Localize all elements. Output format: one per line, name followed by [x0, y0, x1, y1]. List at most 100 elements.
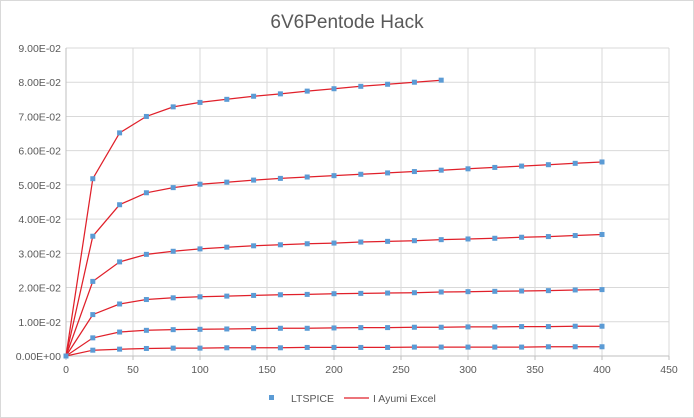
ltspice-point [599, 232, 605, 238]
ltspice-point [519, 324, 525, 330]
ltspice-point [492, 344, 498, 350]
y-tick-label: 5.00E-02 [18, 180, 61, 192]
x-tick-label: 150 [258, 364, 276, 376]
ltspice-point [143, 113, 149, 119]
ltspice-point [411, 324, 417, 330]
ltspice-point [599, 344, 605, 350]
ltspice-point [358, 325, 364, 331]
ltspice-point [572, 233, 578, 239]
ltspice-point [304, 88, 310, 94]
axes: 0.00E+00 1.00E-02 2.00E-02 3.00E-02 4.00E-02… [16, 43, 678, 376]
series-ltspice [63, 77, 605, 359]
ltspice-point [438, 77, 444, 83]
ltspice-point [438, 237, 444, 243]
ltspice-point [143, 327, 149, 333]
ltspice-point [197, 294, 203, 300]
y-tick-label: 0.00E+00 [16, 351, 61, 363]
legend: LTSPICE I Ayumi Excel [269, 393, 436, 405]
x-tick-label: 250 [392, 364, 410, 376]
ltspice-point [545, 162, 551, 168]
ltspice-point [411, 79, 417, 85]
x-tick-label: 100 [191, 364, 209, 376]
ltspice-point [277, 292, 283, 298]
ltspice-point [331, 173, 337, 179]
ltspice-point [545, 344, 551, 350]
ltspice-point [277, 91, 283, 97]
ltspice-point [143, 190, 149, 196]
ltspice-point [170, 185, 176, 191]
ltspice-point [304, 241, 310, 247]
ltspice-point [251, 326, 257, 332]
ltspice-point [599, 287, 605, 293]
ltspice-point [63, 353, 69, 359]
ltspice-point [143, 297, 149, 303]
y-tick-label: 3.00E-02 [18, 248, 61, 260]
ltspice-point [599, 159, 605, 165]
ltspice-point [170, 327, 176, 333]
y-tick-label: 7.00E-02 [18, 111, 61, 123]
ltspice-point [465, 344, 471, 350]
ltspice-point [304, 174, 310, 180]
ltspice-point [572, 344, 578, 350]
x-tick-label: 50 [127, 364, 139, 376]
ltspice-point [170, 104, 176, 110]
ltspice-point [599, 323, 605, 329]
ltspice-point [519, 288, 525, 294]
ltspice-point [385, 238, 391, 244]
ltspice-point [492, 288, 498, 294]
ltspice-point [224, 326, 230, 332]
excel-curve-line [65, 79, 442, 357]
ltspice-point [331, 325, 337, 331]
ltspice-point [224, 179, 230, 185]
ltspice-point [331, 291, 337, 297]
y-tick-label: 8.00E-02 [18, 77, 61, 89]
chart-title: 6V6Pentode Hack [270, 12, 424, 33]
ltspice-point [277, 175, 283, 181]
x-tick-label: 400 [593, 364, 611, 376]
ltspice-point [277, 325, 283, 331]
ltspice-point [438, 344, 444, 350]
ltspice-point [251, 243, 257, 249]
ltspice-point [90, 335, 96, 341]
ltspice-point [519, 344, 525, 350]
x-tick-label: 300 [459, 364, 477, 376]
ltspice-point [545, 324, 551, 330]
ltspice-point [224, 96, 230, 102]
gridlines [65, 47, 670, 357]
y-tick-label: 6.00E-02 [18, 146, 61, 158]
ltspice-point [117, 346, 123, 352]
ltspice-point [465, 166, 471, 172]
x-tick-label: 350 [526, 364, 544, 376]
ltspice-point [438, 324, 444, 330]
y-tick-label: 4.00E-02 [18, 214, 61, 226]
ltspice-point [411, 344, 417, 350]
ltspice-point [438, 167, 444, 173]
ltspice-point [411, 238, 417, 244]
ltspice-point [572, 160, 578, 166]
ltspice-point [224, 345, 230, 351]
ltspice-point [224, 293, 230, 299]
ltspice-point [117, 329, 123, 335]
ltspice-point [304, 344, 310, 350]
ltspice-point [170, 295, 176, 301]
ltspice-point [170, 248, 176, 254]
ltspice-point [492, 324, 498, 330]
ltspice-point [492, 235, 498, 241]
ltspice-point [117, 259, 123, 265]
ltspice-point [90, 312, 96, 318]
ltspice-point [331, 240, 337, 246]
ltspice-point [385, 81, 391, 87]
x-tick-label: 450 [660, 364, 678, 376]
ltspice-point [277, 242, 283, 248]
ltspice-point [277, 345, 283, 351]
ltspice-point [90, 347, 96, 353]
ltspice-point [385, 290, 391, 296]
ltspice-point [251, 177, 257, 183]
y-tick-label: 1.00E-02 [18, 317, 61, 329]
legend-label-i-ayumi-excel: I Ayumi Excel [373, 393, 436, 405]
ltspice-point [143, 345, 149, 351]
ltspice-point [117, 301, 123, 307]
ltspice-point [358, 239, 364, 245]
